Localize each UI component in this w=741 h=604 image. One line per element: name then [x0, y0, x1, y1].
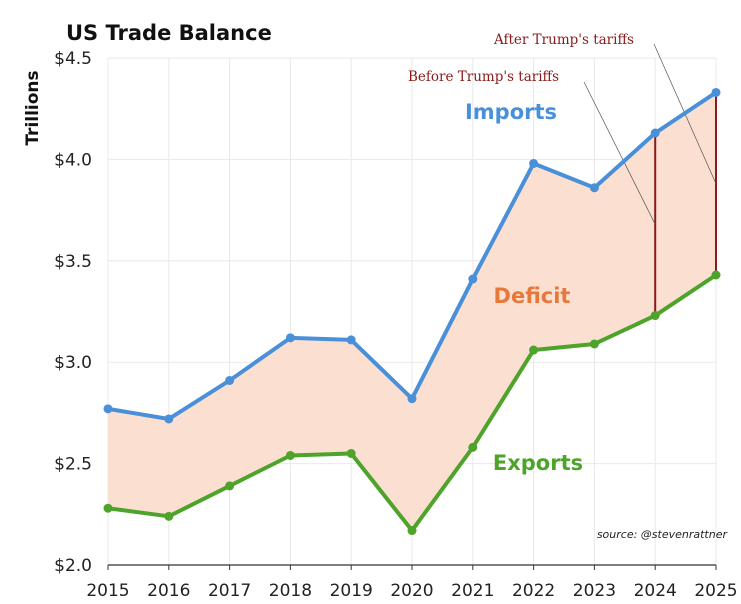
exports-label: Exports [493, 451, 583, 475]
deficit-label: Deficit [494, 284, 571, 308]
exports-point-2018 [285, 450, 295, 460]
x-tick-label: 2023 [573, 581, 616, 601]
x-tick-marks [107, 565, 717, 570]
y-tick-label: $4.5 [54, 49, 92, 69]
exports-point-2017 [225, 481, 235, 491]
imports-point-2021 [468, 274, 478, 284]
y-tick-label: $2.5 [54, 455, 92, 475]
y-axis-label: Trillions [23, 70, 43, 145]
imports-point-2022 [529, 158, 539, 168]
x-tick-label: 2022 [512, 581, 555, 601]
x-tick-labels: 2015 2016 2017 2018 2019 2020 2021 2022 2023 2024… [86, 581, 737, 601]
exports-point-2020 [407, 526, 417, 536]
exports-point-2021 [468, 442, 478, 452]
x-tick-label: 2018 [269, 581, 312, 601]
exports-point-2019 [346, 448, 356, 458]
y-tick-label: $2.0 [54, 556, 92, 576]
x-tick-label: 2021 [451, 581, 494, 601]
imports-point-2024 [650, 128, 660, 138]
exports-point-2025 [711, 270, 721, 280]
exports-point-2016 [164, 511, 174, 521]
imports-point-2015 [103, 404, 113, 414]
annotation-leader-2024 [583, 81, 656, 225]
x-tick-label: 2015 [86, 581, 129, 601]
x-tick-label: 2019 [330, 581, 373, 601]
x-tick-label: 2017 [208, 581, 251, 601]
imports-point-2023 [589, 183, 599, 193]
annotation-after-tariffs: After Trump's tariffs [493, 32, 634, 48]
imports-label: Imports [465, 100, 557, 124]
imports-point-2019 [346, 335, 356, 345]
exports-point-2022 [529, 345, 539, 355]
y-tick-label: $4.0 [54, 150, 92, 170]
source-note: source: @stevenrattner [597, 528, 729, 541]
x-tick-label: 2016 [147, 581, 190, 601]
y-tick-labels: $2.0 $2.5 $3.0 $3.5 $4.0 $4.5 [54, 49, 92, 576]
imports-point-2017 [225, 375, 235, 385]
annotation-before-tariffs: Before Trump's tariffs [408, 69, 559, 85]
deficit-area [108, 92, 716, 531]
x-tick-label: 2025 [694, 581, 737, 601]
y-tick-label: $3.5 [54, 252, 92, 272]
exports-point-2023 [589, 339, 599, 349]
x-tick-label: 2024 [634, 581, 677, 601]
exports-point-2015 [103, 503, 113, 513]
y-tick-label: $3.0 [54, 353, 92, 373]
imports-point-2025 [711, 87, 721, 97]
chart-title: US Trade Balance [66, 21, 272, 45]
imports-point-2020 [407, 394, 417, 404]
series-layer [103, 87, 721, 536]
exports-point-2024 [650, 311, 660, 321]
imports-point-2018 [285, 333, 295, 343]
imports-point-2016 [164, 414, 174, 424]
x-tick-label: 2020 [390, 581, 433, 601]
